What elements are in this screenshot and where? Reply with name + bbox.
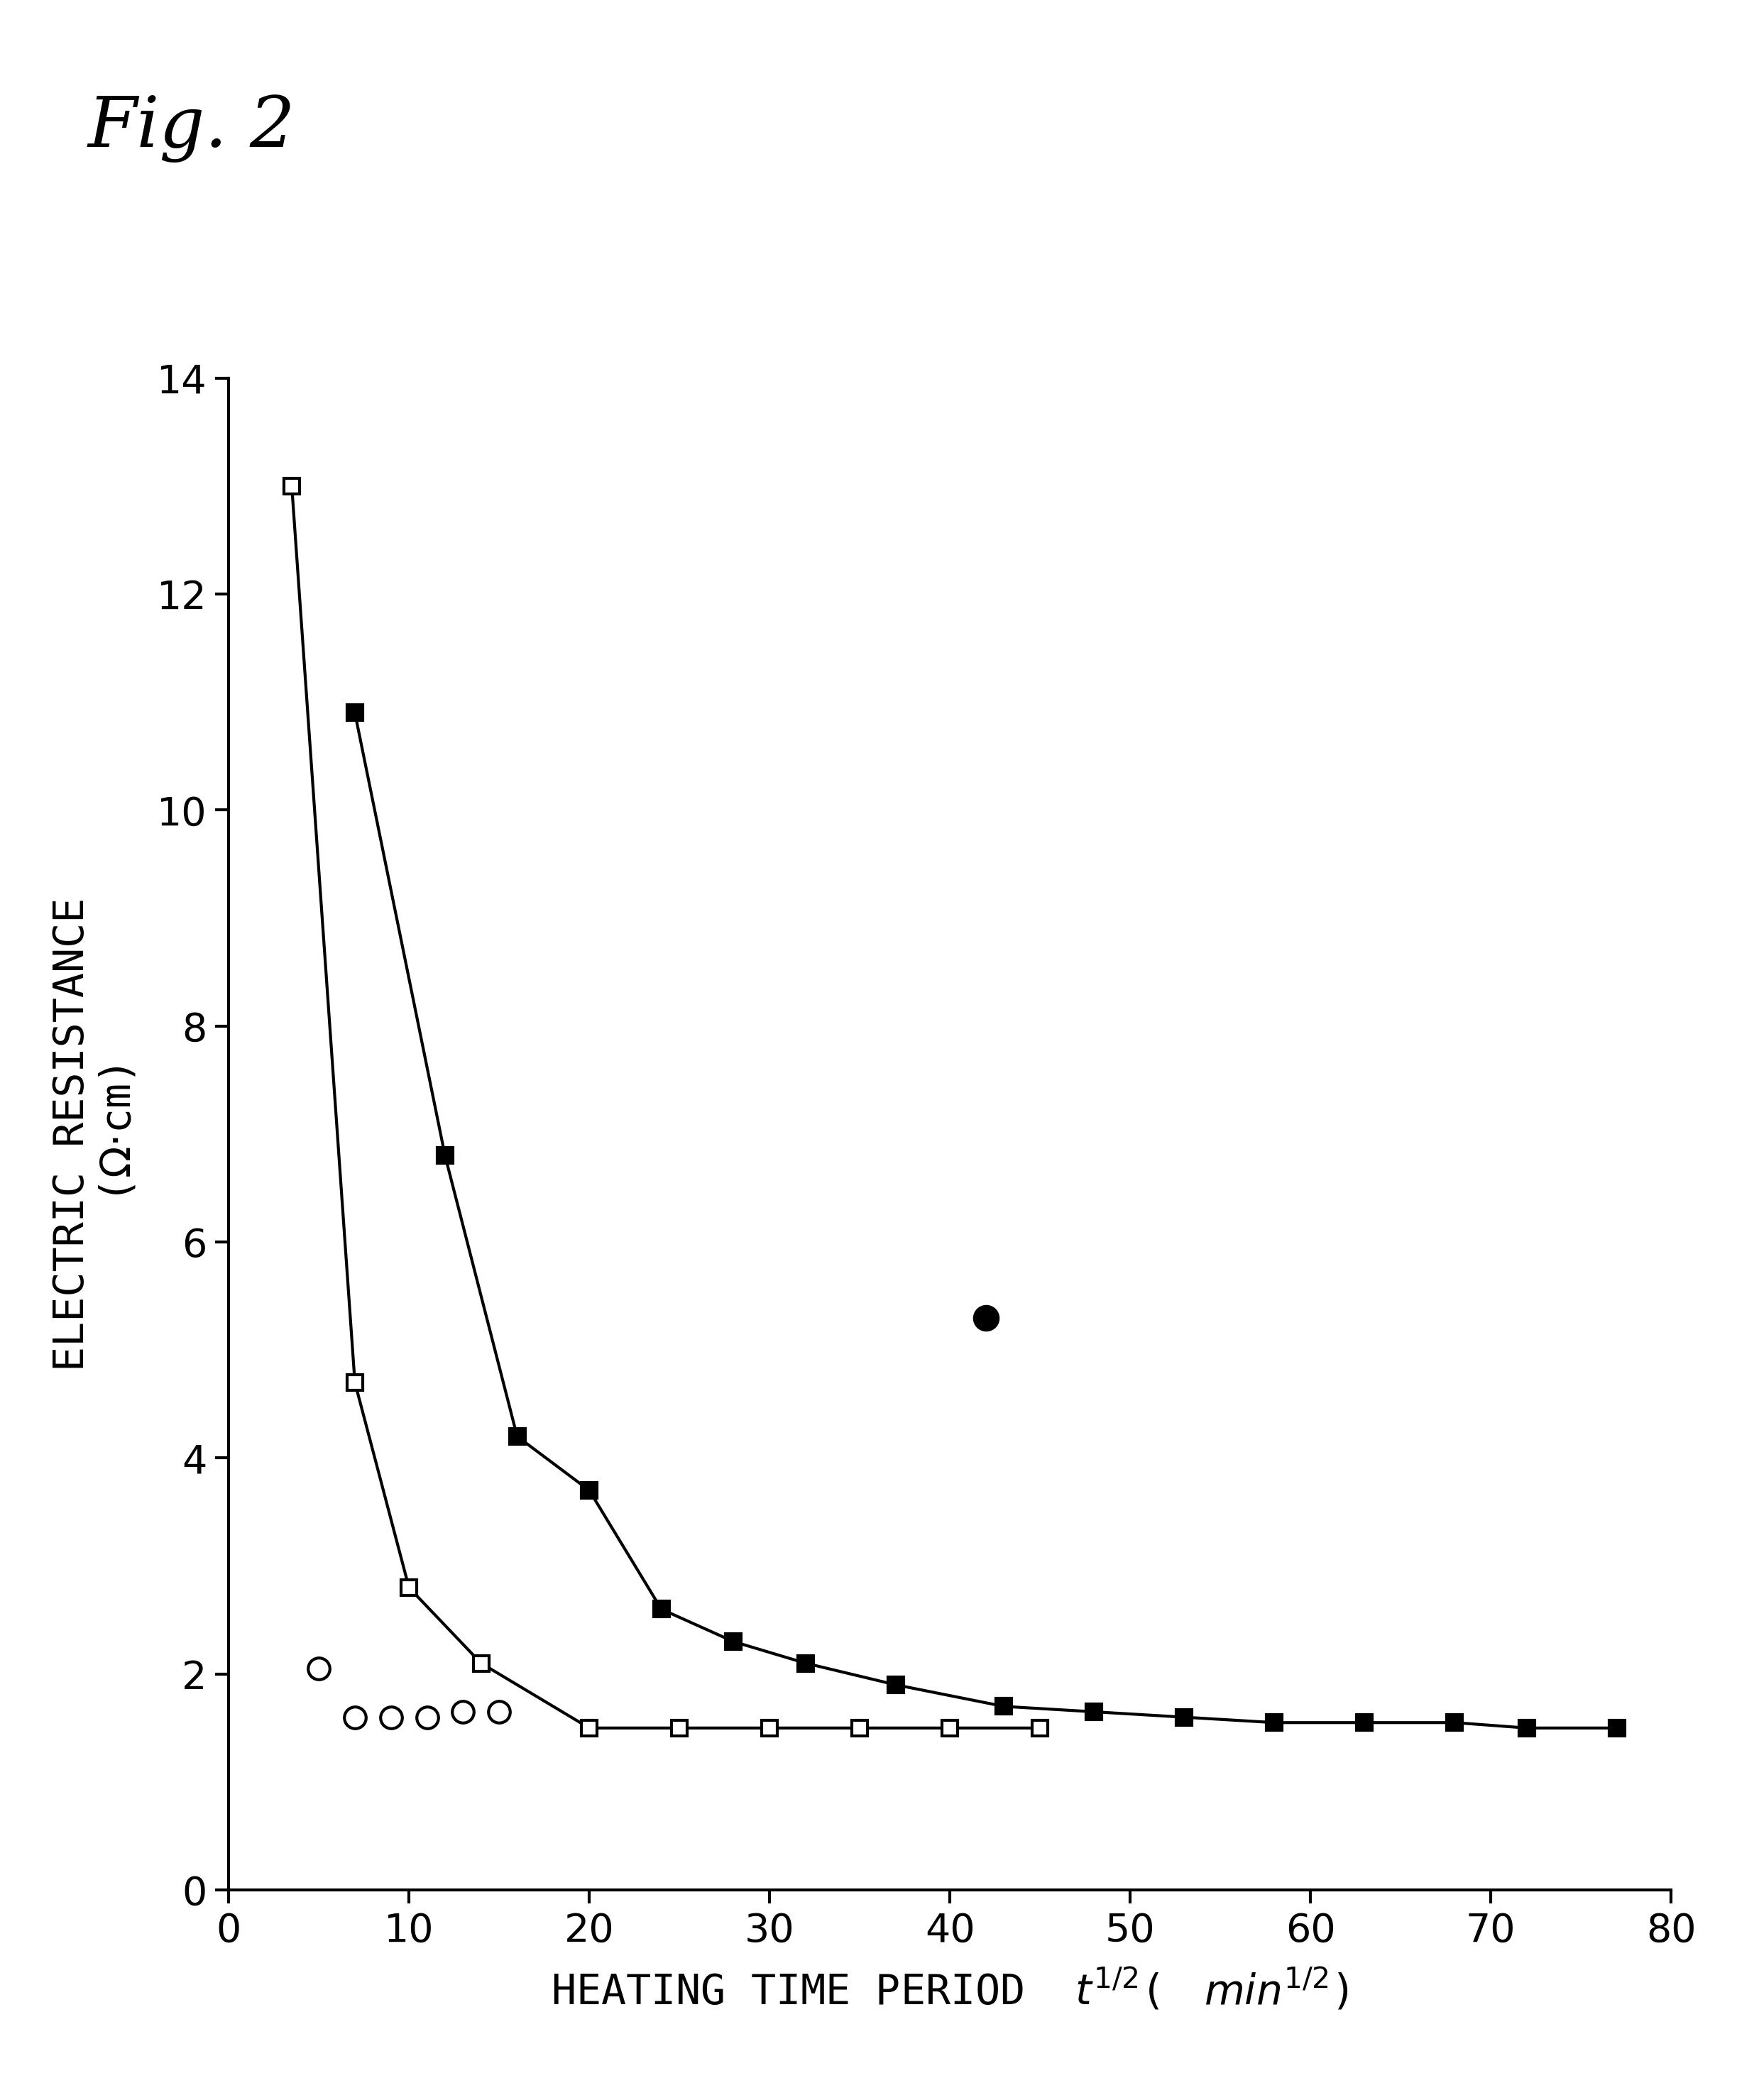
- Text: Fig. 2: Fig. 2: [88, 94, 296, 162]
- X-axis label: HEATING TIME PERIOD  $t^{1/2}$( $\ min^{1/2}$): HEATING TIME PERIOD $t^{1/2}$( $\ min^{1…: [551, 1968, 1349, 2014]
- Y-axis label: ELECTRIC RESISTANCE
($\Omega$$\cdot$cm): ELECTRIC RESISTANCE ($\Omega$$\cdot$cm): [51, 897, 139, 1371]
